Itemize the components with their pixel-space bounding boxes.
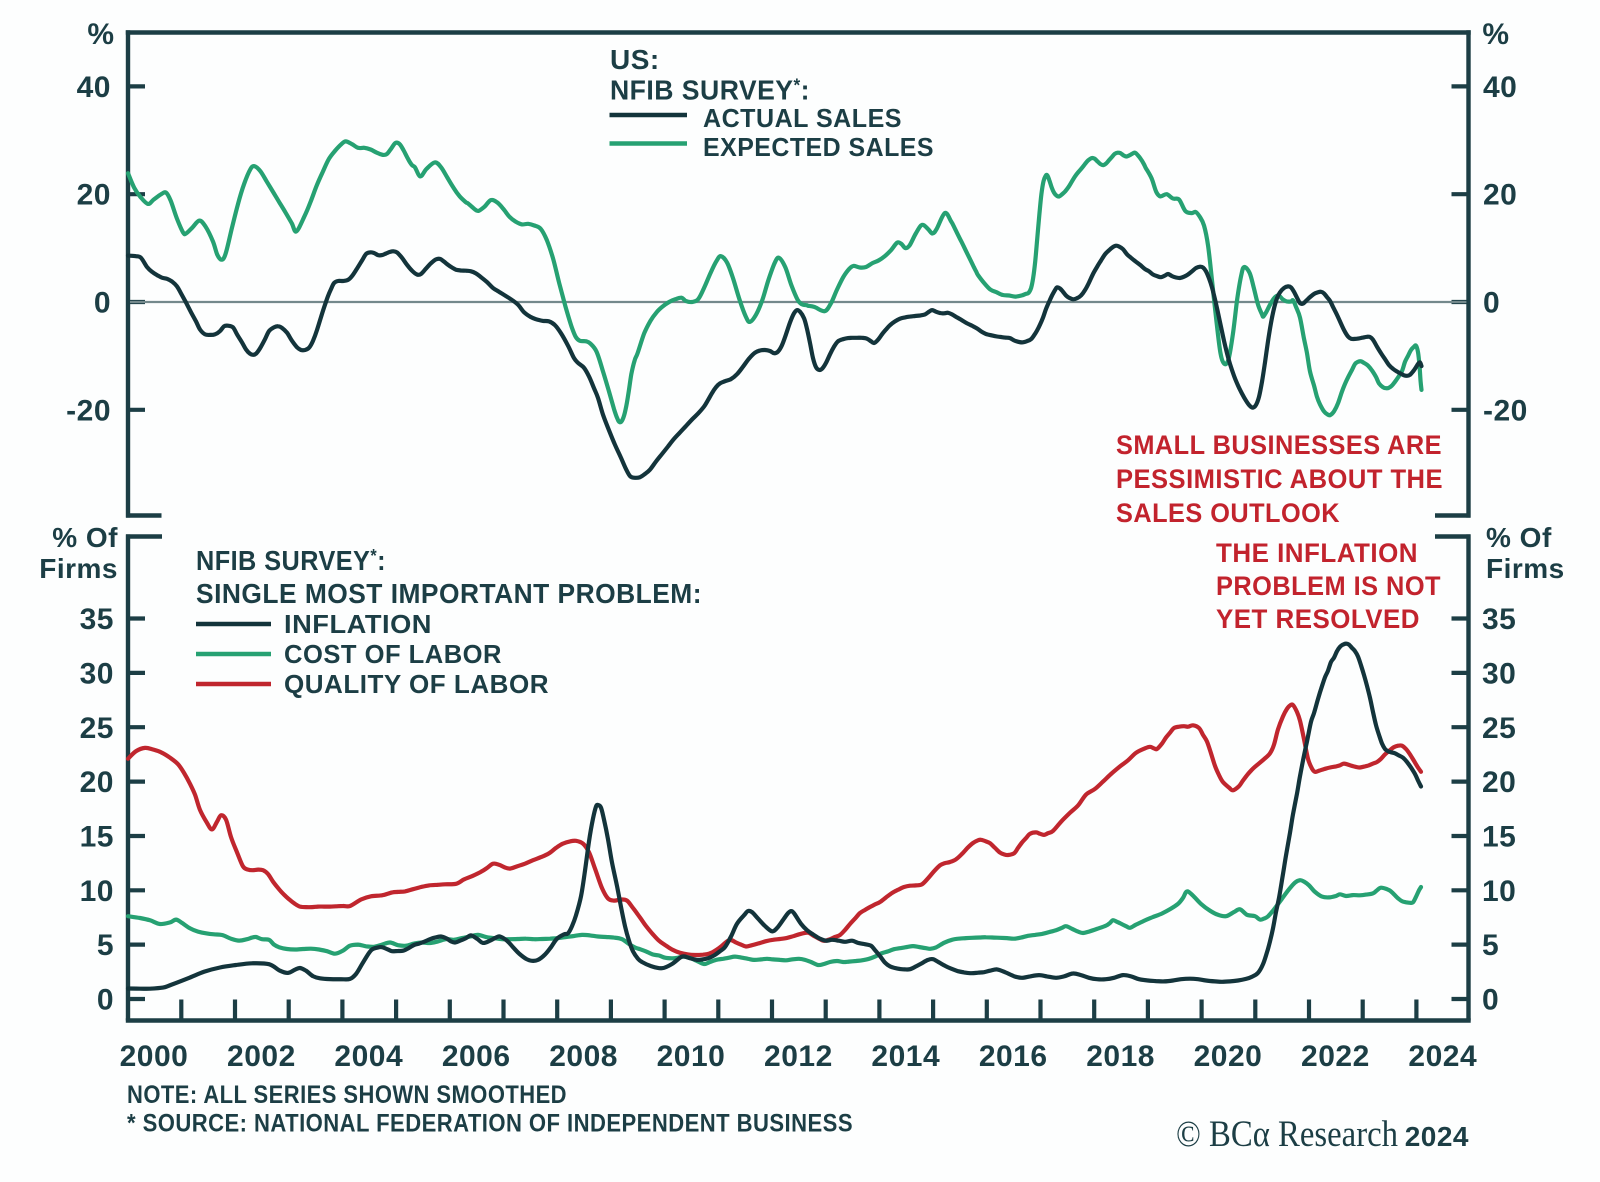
- svg-text:Firms: Firms: [1486, 553, 1565, 584]
- svg-text:2004: 2004: [334, 1040, 403, 1073]
- svg-text:25: 25: [80, 712, 114, 745]
- svg-text:2014: 2014: [871, 1040, 940, 1073]
- svg-text:NFIB SURVEY*:: NFIB SURVEY*:: [610, 75, 810, 106]
- svg-text:INFLATION: INFLATION: [284, 609, 432, 639]
- svg-text:SMALL BUSINESSES ARE: SMALL BUSINESSES ARE: [1116, 430, 1442, 460]
- svg-text:10: 10: [1482, 875, 1516, 908]
- svg-text:2024: 2024: [1405, 1121, 1469, 1152]
- svg-text:2022: 2022: [1301, 1040, 1370, 1073]
- svg-text:2024: 2024: [1408, 1040, 1477, 1073]
- svg-text:5: 5: [97, 929, 114, 962]
- svg-text:ACTUAL SALES: ACTUAL SALES: [703, 103, 902, 133]
- svg-text:2016: 2016: [979, 1040, 1048, 1073]
- svg-text:5: 5: [1482, 929, 1499, 962]
- svg-text:PESSIMISTIC ABOUT THE: PESSIMISTIC ABOUT THE: [1116, 464, 1443, 494]
- svg-text:0: 0: [94, 287, 111, 320]
- svg-text:20: 20: [1482, 766, 1516, 799]
- svg-text:THE INFLATION: THE INFLATION: [1216, 538, 1418, 568]
- svg-text:PROBLEM IS NOT: PROBLEM IS NOT: [1216, 571, 1441, 601]
- svg-text:2008: 2008: [549, 1040, 618, 1073]
- svg-text:QUALITY OF LABOR: QUALITY OF LABOR: [284, 669, 549, 699]
- svg-text:10: 10: [80, 875, 114, 908]
- svg-text:30: 30: [1482, 657, 1516, 690]
- svg-text:0: 0: [1483, 287, 1500, 320]
- svg-text:35: 35: [80, 603, 114, 636]
- svg-text:20: 20: [77, 179, 111, 212]
- svg-text:2018: 2018: [1086, 1040, 1155, 1073]
- svg-text:0: 0: [1482, 984, 1499, 1017]
- svg-text:%: %: [87, 18, 114, 51]
- svg-text:2006: 2006: [442, 1040, 511, 1073]
- svg-text:% Of: % Of: [52, 522, 118, 553]
- svg-text:US:: US:: [610, 44, 660, 75]
- svg-text:30: 30: [80, 657, 114, 690]
- svg-text:2002: 2002: [227, 1040, 296, 1073]
- svg-text:%: %: [1482, 18, 1509, 51]
- svg-text:YET RESOLVED: YET RESOLVED: [1216, 604, 1420, 634]
- svg-text:Firms: Firms: [39, 553, 118, 584]
- svg-text:-20: -20: [1483, 394, 1528, 427]
- svg-text:20: 20: [1483, 179, 1517, 212]
- svg-text:SALES OUTLOOK: SALES OUTLOOK: [1116, 498, 1340, 528]
- svg-text:2010: 2010: [657, 1040, 726, 1073]
- svg-text:% Of: % Of: [1486, 522, 1552, 553]
- svg-text:2000: 2000: [120, 1040, 189, 1073]
- svg-text:40: 40: [77, 71, 111, 104]
- svg-text:COST OF LABOR: COST OF LABOR: [284, 639, 502, 669]
- svg-text:0: 0: [97, 984, 114, 1017]
- svg-text:15: 15: [1482, 820, 1516, 853]
- svg-text:25: 25: [1482, 712, 1516, 745]
- svg-text:40: 40: [1483, 71, 1517, 104]
- svg-text:NOTE: ALL SERIES SHOWN SMOOTHE: NOTE: ALL SERIES SHOWN SMOOTHED: [127, 1081, 567, 1109]
- svg-text:EXPECTED SALES: EXPECTED SALES: [703, 132, 934, 162]
- svg-text:2012: 2012: [764, 1040, 833, 1073]
- svg-text:2020: 2020: [1194, 1040, 1263, 1073]
- svg-text:15: 15: [80, 820, 114, 853]
- svg-text:35: 35: [1482, 603, 1516, 636]
- svg-text:© BCα Research: © BCα Research: [1176, 1114, 1398, 1155]
- svg-text:NFIB SURVEY*:: NFIB SURVEY*:: [196, 545, 386, 576]
- svg-text:20: 20: [80, 766, 114, 799]
- svg-text:SINGLE MOST IMPORTANT PROBLEM:: SINGLE MOST IMPORTANT PROBLEM:: [196, 578, 702, 609]
- svg-text:-20: -20: [66, 394, 111, 427]
- svg-text:* SOURCE: NATIONAL FEDERATION: * SOURCE: NATIONAL FEDERATION OF INDEPEN…: [127, 1110, 853, 1138]
